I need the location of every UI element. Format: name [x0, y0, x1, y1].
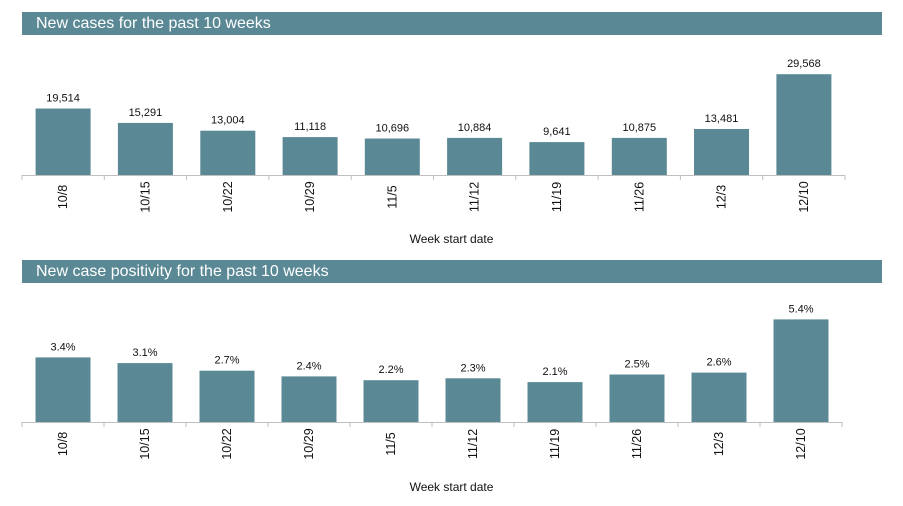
- x-tick-label: 10/8: [56, 185, 70, 209]
- x-tick-label: 11/26: [632, 182, 646, 212]
- x-tick-label: 11/5: [385, 185, 399, 208]
- value-label: 10,884: [458, 122, 492, 134]
- value-label: 2.3%: [460, 362, 485, 374]
- x-tick-label: 10/22: [220, 428, 234, 459]
- bar-10-8: [35, 357, 91, 422]
- x-tick-label: 10/15: [138, 428, 152, 459]
- value-label: 2.6%: [706, 357, 731, 369]
- bar-11-26: [611, 137, 667, 175]
- x-tick-label: 10/29: [302, 428, 316, 459]
- value-label: 19,514: [46, 93, 80, 105]
- value-label: 13,004: [211, 115, 245, 127]
- bar-11-26: [609, 374, 665, 422]
- x-tick-label: 11/12: [468, 182, 482, 212]
- x-tick-label: 12/3: [712, 432, 726, 456]
- x-tick-label: 12/10: [797, 181, 811, 212]
- value-label: 3.4%: [50, 341, 75, 353]
- value-label: 5.4%: [788, 303, 813, 315]
- bar-11-12: [445, 378, 501, 422]
- value-label: 2.5%: [624, 359, 649, 371]
- bar-10-29: [281, 376, 337, 422]
- chart-title-new-cases: New cases for the past 10 weeks: [22, 12, 882, 35]
- new-cases-bar-chart: 19,514 10/8 15,291 10/15 13,004 10/22 11,118 10…: [21, 58, 846, 213]
- bar-11-19: [529, 142, 585, 175]
- bar-10-15: [117, 122, 173, 175]
- chart-title-positivity: New case positivity for the past 10 week…: [22, 260, 882, 283]
- value-label: 2.2%: [378, 364, 403, 376]
- value-label: 13,481: [705, 113, 739, 125]
- bar-12-10: [776, 74, 832, 175]
- positivity-panel: New case positivity for the past 10 week…: [0, 253, 903, 506]
- value-label: 3.1%: [132, 347, 157, 359]
- bar-10-22: [200, 130, 256, 175]
- bar-11-5: [364, 138, 420, 175]
- new-cases-panel: New cases for the past 10 weeks 19,514 10…: [21, 12, 882, 246]
- x-tick-label: 10/29: [303, 181, 317, 212]
- value-label: 2.7%: [214, 355, 239, 367]
- bar-10-15: [117, 363, 173, 422]
- bar-12-10: [773, 319, 829, 422]
- bar-11-5: [363, 380, 419, 422]
- x-tick-label: 11/19: [550, 182, 564, 212]
- value-label: 11,118: [294, 121, 326, 133]
- positivity-bar-chart: 3.4% 10/8 3.1% 10/15 2.7% 10/22 2.4% 10/29 2.2% 1…: [21, 303, 843, 460]
- bar-12-3: [694, 129, 749, 175]
- x-tick-label: 10/15: [138, 181, 152, 212]
- bar-10-29: [282, 137, 338, 175]
- bar-11-12: [447, 137, 503, 175]
- x-tick-label: 11/19: [548, 429, 562, 459]
- value-label: 10,875: [622, 122, 656, 134]
- value-label: 9,641: [543, 126, 571, 138]
- x-tick-label: 11/26: [630, 429, 644, 459]
- bar-10-8: [35, 108, 91, 175]
- value-label: 29,568: [787, 58, 821, 70]
- x-tick-label: 11/5: [384, 432, 398, 455]
- bar-11-19: [527, 382, 583, 422]
- value-label: 2.1%: [542, 366, 567, 378]
- x-tick-label: 11/12: [466, 429, 480, 459]
- x-axis-title-new-cases: Week start date: [409, 232, 494, 246]
- value-label: 10,696: [375, 123, 409, 135]
- x-tick-label: 12/3: [715, 185, 729, 209]
- value-label: 15,291: [129, 107, 163, 119]
- bar-12-3: [691, 372, 747, 422]
- x-tick-label: 12/10: [794, 428, 808, 459]
- value-label: 2.4%: [296, 360, 321, 372]
- x-tick-label: 10/22: [221, 181, 235, 212]
- x-axis-title-positivity: Week start date: [409, 480, 494, 494]
- x-tick-label: 10/8: [56, 432, 70, 456]
- bar-10-22: [199, 370, 255, 422]
